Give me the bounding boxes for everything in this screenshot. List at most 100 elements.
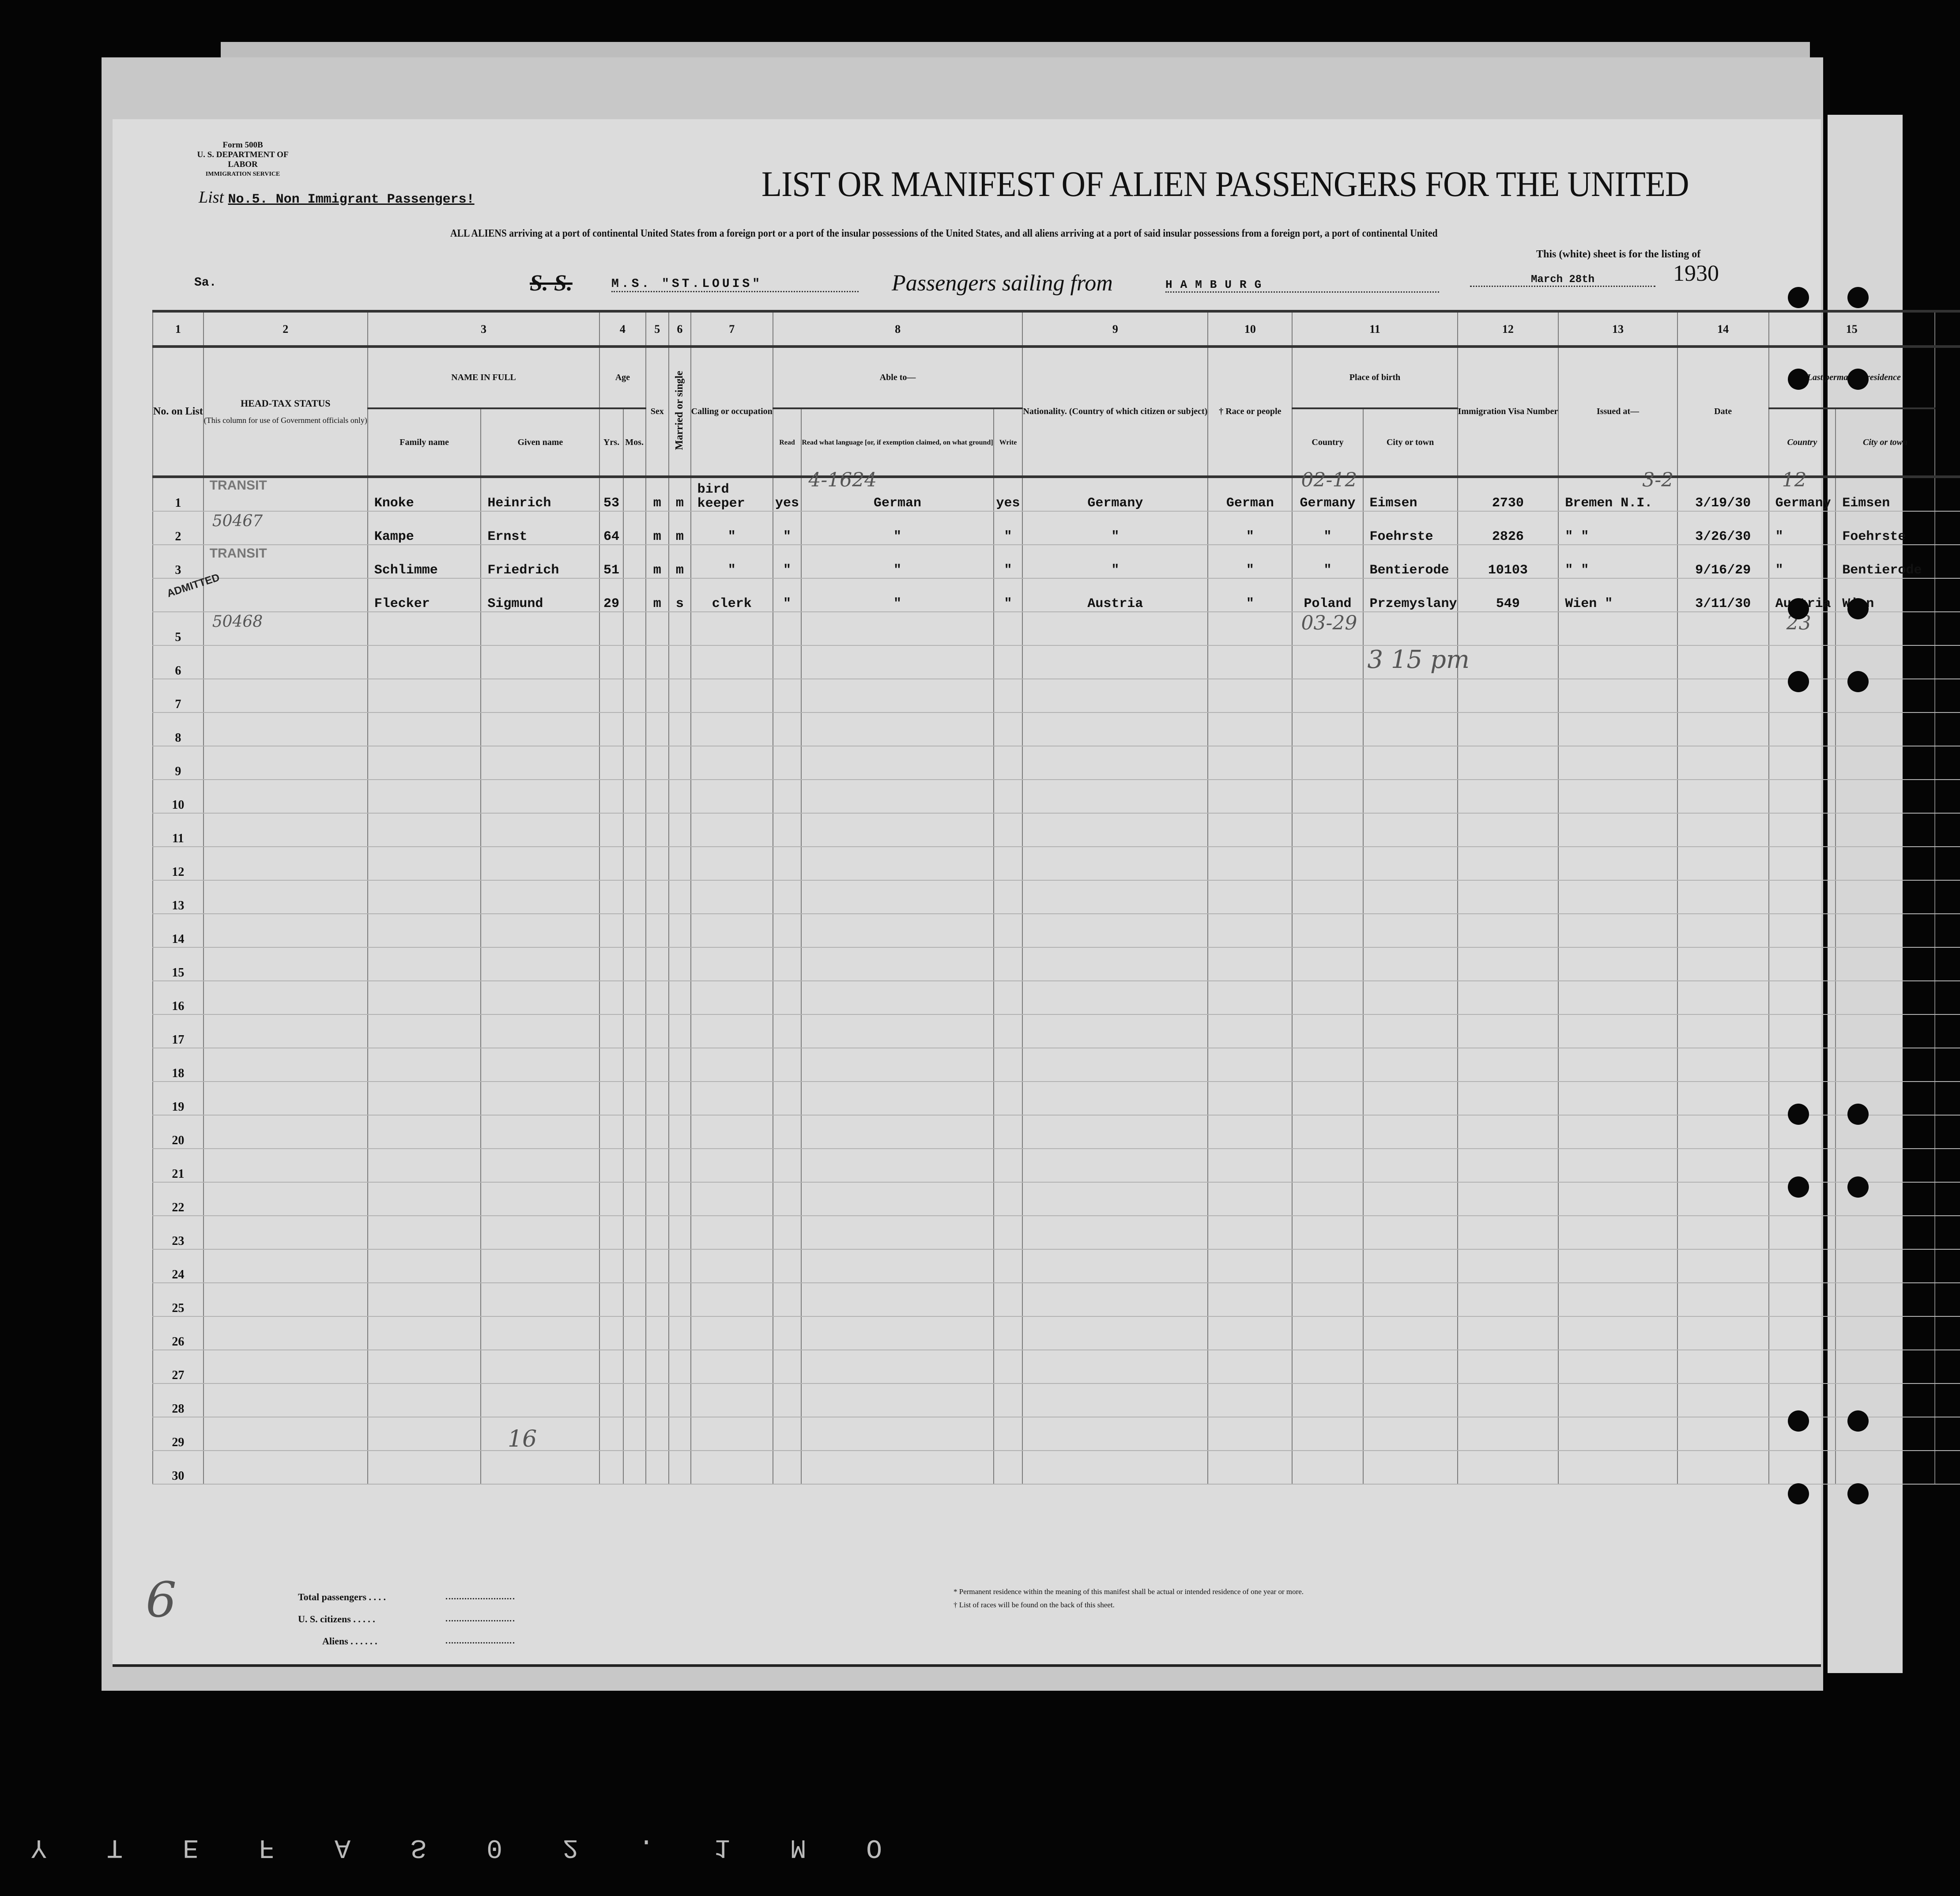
table-row: 15 xyxy=(152,947,1960,981)
cell-birth-city xyxy=(1362,612,1458,646)
cell-visa xyxy=(1457,1115,1559,1149)
cell-sex xyxy=(645,1249,669,1283)
cell-birth-city xyxy=(1362,746,1458,780)
cell-issued xyxy=(1558,679,1677,713)
cell-married xyxy=(668,679,691,713)
cell-mos xyxy=(622,1283,646,1317)
cell-birth-city xyxy=(1362,914,1458,948)
cell-sex xyxy=(645,1417,669,1451)
cell-visa xyxy=(1457,1383,1559,1417)
cell-occupation xyxy=(690,1014,773,1048)
table-row: 16 xyxy=(152,981,1960,1015)
cell xyxy=(203,1149,368,1183)
cell xyxy=(1934,1149,1960,1183)
cell-date xyxy=(1677,1383,1769,1417)
head-tax-note: (This column for use of Government offic… xyxy=(204,415,367,425)
cell-yrs: 53 xyxy=(599,475,623,512)
cell-family xyxy=(367,1149,481,1183)
cell-mos xyxy=(622,847,646,881)
cell-no: 24 xyxy=(152,1249,204,1283)
cell xyxy=(1934,511,1960,545)
cell-yrs: 51 xyxy=(599,545,623,579)
cell-read xyxy=(772,947,802,981)
cell-date xyxy=(1677,712,1769,746)
cell-birth-country xyxy=(1292,847,1363,881)
cell-family xyxy=(367,947,481,981)
cell-read xyxy=(772,780,802,814)
cell-date xyxy=(1677,645,1769,679)
cell xyxy=(1934,947,1960,981)
cell-race xyxy=(1207,1182,1293,1216)
cell-date xyxy=(1677,1417,1769,1451)
cell-date xyxy=(1677,1082,1769,1116)
cell xyxy=(203,545,368,579)
cell-birth-country xyxy=(1292,813,1363,847)
cell-read xyxy=(772,645,802,679)
cell-date xyxy=(1677,780,1769,814)
cell-birth-city xyxy=(1362,1316,1458,1350)
cell-issued xyxy=(1558,880,1677,914)
cell-write xyxy=(993,712,1023,746)
cell-read xyxy=(772,880,802,914)
cell-no: 22 xyxy=(152,1182,204,1216)
cell-language xyxy=(801,880,994,914)
cell-issued xyxy=(1558,1316,1677,1350)
sailing-year: 1930 xyxy=(1673,261,1719,286)
cell-occupation xyxy=(690,1316,773,1350)
header-res-city: City or town xyxy=(1835,407,1935,477)
cell-issued xyxy=(1558,1082,1677,1116)
cell-no: 19 xyxy=(152,1082,204,1116)
cell-date xyxy=(1677,679,1769,713)
cell-no: 9 xyxy=(152,746,204,780)
cell xyxy=(1934,645,1960,679)
cell-given xyxy=(480,1316,600,1350)
cell xyxy=(203,746,368,780)
cell-date xyxy=(1677,813,1769,847)
cell-birth-city xyxy=(1362,712,1458,746)
cell-mos xyxy=(622,712,646,746)
table-row: 26 xyxy=(152,1316,1960,1350)
cell xyxy=(203,645,368,679)
cell-res-country: Germany xyxy=(1768,475,1836,512)
cell-nationality xyxy=(1022,645,1208,679)
cell-birth-city xyxy=(1362,1249,1458,1283)
cell-write xyxy=(993,1216,1023,1250)
cell xyxy=(203,679,368,713)
cell-language xyxy=(801,1014,994,1048)
cell-family xyxy=(367,1014,481,1048)
cell-issued xyxy=(1558,1216,1677,1250)
cell-birth-country: Poland xyxy=(1292,578,1363,612)
cell-visa xyxy=(1457,914,1559,948)
cell-sex xyxy=(645,1383,669,1417)
cell-nationality xyxy=(1022,1082,1208,1116)
cell xyxy=(1934,981,1960,1015)
cell-given xyxy=(480,1082,600,1116)
cell-res-city xyxy=(1835,813,1935,847)
cell-read xyxy=(772,712,802,746)
cell-date xyxy=(1677,880,1769,914)
cell-no: 6 xyxy=(152,645,204,679)
cell xyxy=(203,511,368,545)
cell-yrs xyxy=(599,880,623,914)
cell xyxy=(1934,1383,1960,1417)
cell-given xyxy=(480,914,600,948)
cell-read: " xyxy=(772,578,802,612)
cell xyxy=(203,1249,368,1283)
cell-sex xyxy=(645,712,669,746)
cell-visa: 2730 xyxy=(1457,475,1559,512)
cell-married xyxy=(668,712,691,746)
cell-birth-country xyxy=(1292,1115,1363,1149)
table-row: 1 Knoke Heinrich 53 m m bird keeper yes German ye… xyxy=(152,475,1960,512)
cell-res-city xyxy=(1835,1048,1935,1082)
cell-language xyxy=(801,780,994,814)
cell-given xyxy=(480,746,600,780)
cell-race xyxy=(1207,712,1293,746)
cell-race xyxy=(1207,947,1293,981)
table-row: 5 xyxy=(152,612,1960,646)
cell-birth-city xyxy=(1362,679,1458,713)
cell-no: 21 xyxy=(152,1149,204,1183)
cell-res-city xyxy=(1835,780,1935,814)
cell-family xyxy=(367,914,481,948)
cell-issued xyxy=(1558,1283,1677,1317)
cell-mos xyxy=(622,1216,646,1250)
